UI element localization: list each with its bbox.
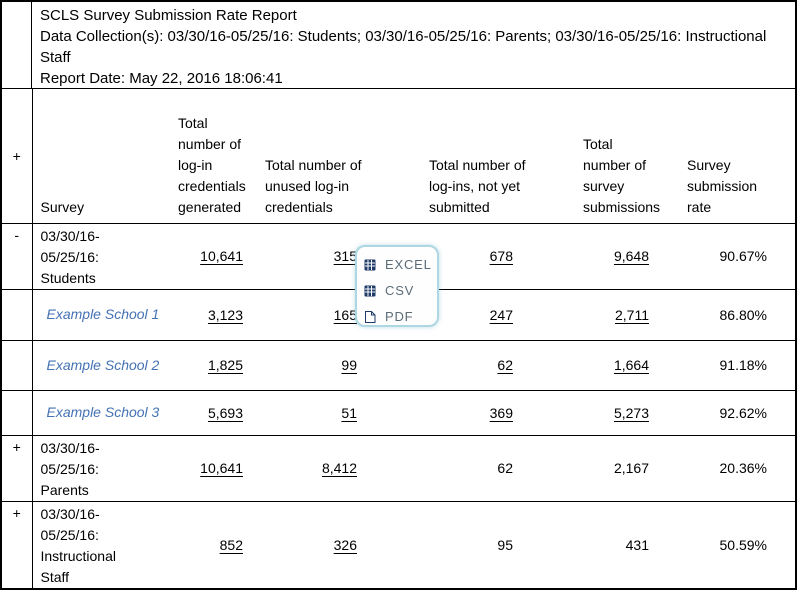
credentials-generated-link[interactable]: 5,693 — [207, 404, 243, 421]
survey-submissions-link[interactable]: 1,664 — [613, 357, 649, 373]
school-name-link[interactable]: Example School 2 — [32, 339, 170, 390]
unused-credentials-link[interactable]: 165 — [333, 306, 357, 323]
credentials-generated-link[interactable]: 10,641 — [200, 460, 243, 476]
document-icon — [365, 311, 376, 323]
expander-cell-empty — [2, 288, 33, 340]
credentials-generated-link[interactable]: 3,123 — [207, 306, 243, 323]
export-excel-item[interactable]: EXCEL — [364, 252, 437, 278]
table-row-students: - 03/30/16- 05/25/16: Students 10,641 31… — [2, 222, 795, 289]
school-name-link[interactable]: Example School 3 — [32, 389, 170, 435]
report-header: SCLS Survey Submission Rate Report Data … — [2, 2, 795, 89]
credentials-generated-link[interactable]: 852 — [219, 536, 243, 553]
table-row-instructional-staff: + 03/30/16- 05/25/16: Instructional Staf… — [2, 500, 795, 588]
export-pdf-item[interactable]: PDF — [364, 304, 437, 330]
table-row-school-2: Example School 2 1,825 99 62 1,664 91.18… — [2, 339, 795, 390]
expander-cell-empty — [2, 389, 33, 435]
column-header-survey: Survey — [40, 198, 85, 215]
logins-not-submitted-link[interactable]: 62 — [497, 357, 513, 373]
column-header-row: + Survey Total number of log-in credenti… — [2, 89, 795, 223]
survey-label-students: 03/30/16- 05/25/16: Students — [32, 222, 170, 289]
expand-all-toggle[interactable]: + — [2, 89, 33, 223]
logins-not-submitted-link[interactable]: 678 — [489, 248, 513, 264]
export-menu: EXCEL CSV PDF — [355, 245, 439, 327]
header-corner-cell — [2, 2, 32, 88]
expander-cell-empty — [2, 339, 33, 390]
logins-not-submitted-value: 62 — [497, 460, 513, 476]
submission-rate-value: 50.59% — [719, 536, 767, 553]
submission-rate-value: 92.62% — [719, 404, 767, 421]
expand-toggle-staff[interactable]: + — [2, 500, 33, 588]
column-header-unused-credentials: Total number of unused log-in credential… — [265, 156, 362, 215]
column-header-logins-not-submitted: Total number of log-ins, not yet submitt… — [429, 156, 526, 215]
spreadsheet-grid-icon — [364, 285, 376, 297]
unused-credentials-link[interactable]: 99 — [341, 357, 357, 373]
table-row-school-3: Example School 3 5,693 51 369 5,273 92.6… — [2, 389, 795, 435]
credentials-generated-link[interactable]: 1,825 — [207, 357, 243, 373]
report-title: SCLS Survey Submission Rate Report — [40, 7, 297, 24]
credentials-generated-link[interactable]: 10,641 — [200, 248, 243, 264]
unused-credentials-link[interactable]: 51 — [341, 404, 357, 421]
submission-rate-value: 20.36% — [719, 460, 767, 476]
collapse-toggle-students[interactable]: - — [2, 222, 33, 289]
logins-not-submitted-link[interactable]: 247 — [489, 306, 513, 323]
table-row-parents: + 03/30/16- 05/25/16: Parents 10,641 8,4… — [2, 434, 795, 501]
survey-submissions-link[interactable]: 9,648 — [613, 248, 649, 264]
unused-credentials-link[interactable]: 326 — [333, 536, 357, 553]
survey-submissions-link[interactable]: 2,711 — [615, 306, 649, 323]
submission-rate-value: 90.67% — [719, 248, 767, 264]
unused-credentials-link[interactable]: 8,412 — [321, 460, 357, 476]
logins-not-submitted-value: 95 — [497, 536, 513, 553]
spreadsheet-grid-icon — [364, 259, 376, 271]
survey-submissions-value: 431 — [625, 536, 649, 553]
submission-rate-value: 86.80% — [719, 306, 767, 323]
column-header-survey-submissions: Total number of survey submissions — [583, 135, 661, 215]
expand-toggle-parents[interactable]: + — [2, 434, 33, 501]
report-data-collections: Data Collection(s): 03/30/16-05/25/16: S… — [40, 28, 767, 66]
export-csv-item[interactable]: CSV — [364, 278, 437, 304]
survey-label-parents: 03/30/16- 05/25/16: Parents — [32, 434, 170, 501]
submission-rate-value: 91.18% — [719, 357, 767, 373]
survey-submissions-value: 2,167 — [613, 460, 649, 476]
table-row-school-1: Example School 1 3,123 165 247 2,711 86.… — [2, 288, 795, 340]
school-name-link[interactable]: Example School 1 — [32, 288, 170, 340]
survey-label-staff: 03/30/16- 05/25/16: Instructional Staff — [32, 500, 170, 588]
column-header-submission-rate: Survey submission rate — [687, 156, 758, 215]
report-date: Report Date: May 22, 2016 18:06:41 — [40, 70, 283, 87]
column-header-credentials-generated: Total number of log-in credentials gener… — [178, 114, 246, 215]
survey-submissions-link[interactable]: 5,273 — [613, 404, 649, 421]
survey-submission-table: + Survey Total number of log-in credenti… — [2, 89, 795, 588]
logins-not-submitted-link[interactable]: 369 — [489, 404, 513, 421]
unused-credentials-link[interactable]: 315 — [333, 248, 357, 264]
